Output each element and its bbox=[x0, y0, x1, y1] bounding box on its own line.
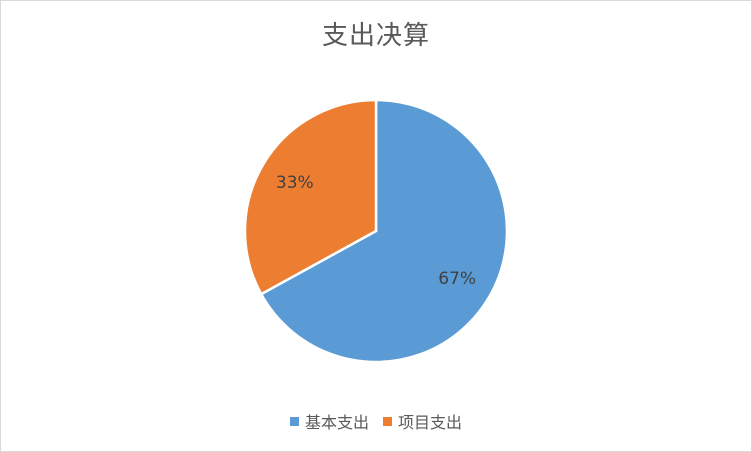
legend-item-project: 项目支出 bbox=[383, 409, 462, 433]
legend-swatch-basic bbox=[289, 416, 299, 426]
legend: 基本支出 项目支出 bbox=[1, 409, 751, 433]
data-label-project: 33% bbox=[276, 173, 314, 193]
legend-label-project: 项目支出 bbox=[398, 413, 463, 432]
slice-project bbox=[243, 98, 378, 296]
legend-swatch-project bbox=[383, 416, 392, 426]
chart-title: 支出决算 bbox=[321, 21, 430, 51]
legend-label-basic: 基本支出 bbox=[304, 413, 369, 432]
legend-item-basic: 基本支出 bbox=[289, 409, 369, 433]
data-label-basic: 67% bbox=[438, 269, 476, 289]
slice-basic bbox=[259, 98, 509, 364]
